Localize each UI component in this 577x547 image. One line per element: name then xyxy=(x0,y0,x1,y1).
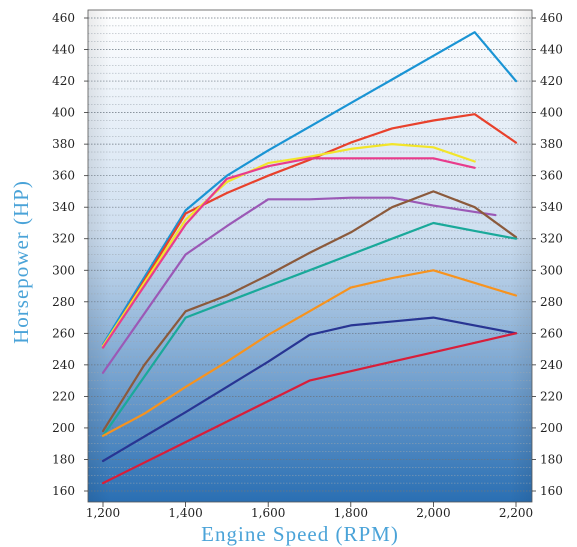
series-line-9 xyxy=(101,316,518,463)
y-tick-label: 280 xyxy=(52,295,75,309)
x-tick-label: 2,200 xyxy=(499,506,533,520)
x-tick-label: 1,200 xyxy=(86,506,120,520)
y-tick-label: 400 xyxy=(52,106,75,120)
y-tick-label: 200 xyxy=(52,421,75,435)
y-tick-label: 300 xyxy=(52,263,75,277)
y-tick-label: 300 xyxy=(540,263,563,277)
y-tick-label: 420 xyxy=(52,74,75,88)
series-line-5 xyxy=(101,196,497,374)
y-tick-label: 320 xyxy=(540,232,563,246)
y-tick-label: 280 xyxy=(540,295,563,309)
y-axis-title: Horsepower (HP) xyxy=(9,180,33,344)
series-line-7 xyxy=(101,221,518,437)
y-tick-label: 240 xyxy=(540,358,563,372)
y-tick-label: 460 xyxy=(540,11,563,25)
x-tick-label: 1,600 xyxy=(251,506,285,520)
y-tick-label: 240 xyxy=(52,358,75,372)
y-tick-label: 260 xyxy=(52,326,75,340)
y-tick-label: 220 xyxy=(52,389,75,403)
x-axis: 1,200 1,400 1,600 1,800 2,000 2,200 xyxy=(86,502,533,520)
series-line-3 xyxy=(101,143,476,347)
series-line-1 xyxy=(101,31,518,346)
y-tick-label: 360 xyxy=(52,169,75,183)
y-tick-label: 420 xyxy=(540,74,563,88)
y-axis-right: 160 180 200 220 240 260 280 300 320 340 360 380 400 4… xyxy=(532,11,563,498)
y-tick-label: 360 xyxy=(540,169,563,183)
x-tick-label: 1,800 xyxy=(334,506,368,520)
y-tick-label: 340 xyxy=(540,200,563,214)
series-line-10 xyxy=(101,332,518,485)
x-axis-title: Engine Speed (RPM) xyxy=(201,522,399,546)
x-tick-label: 2,000 xyxy=(416,506,450,520)
y-tick-label: 380 xyxy=(540,137,563,151)
y-tick-label: 180 xyxy=(540,452,563,466)
y-tick-label: 320 xyxy=(52,232,75,246)
series-line-8 xyxy=(101,269,518,437)
y-tick-label: 160 xyxy=(52,484,75,498)
y-tick-label: 160 xyxy=(540,484,563,498)
x-tick-label: 1,400 xyxy=(168,506,202,520)
y-tick-label: 460 xyxy=(52,11,75,25)
y-tick-label: 440 xyxy=(52,43,75,57)
plot-frame xyxy=(87,9,533,503)
y-tick-label: 380 xyxy=(52,137,75,151)
y-tick-label: 200 xyxy=(540,421,563,435)
y-tick-label: 340 xyxy=(52,200,75,214)
y-axis-left: 160 180 200 220 240 260 280 300 320 340 360 380 400 4… xyxy=(52,11,88,498)
y-tick-label: 440 xyxy=(540,43,563,57)
series-line-4 xyxy=(101,157,476,349)
y-tick-label: 260 xyxy=(540,326,563,340)
y-tick-label: 220 xyxy=(540,389,563,403)
y-tick-label: 400 xyxy=(540,106,563,120)
series-line-6 xyxy=(101,190,518,433)
y-tick-label: 180 xyxy=(52,452,75,466)
series-lines xyxy=(101,31,518,485)
